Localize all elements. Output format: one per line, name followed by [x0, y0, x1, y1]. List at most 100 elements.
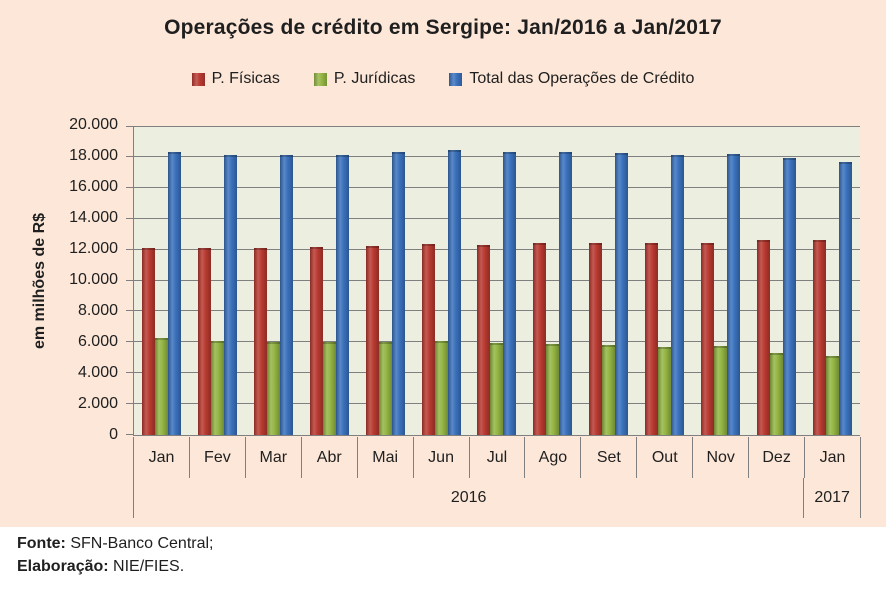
bar-total-das-opera-es-de-cr-dito-mar-2	[280, 154, 294, 436]
bar-p-f-sicas-nov-10	[700, 242, 714, 436]
bar-p-f-sicas-jun-5	[421, 244, 435, 435]
y-axis-tick-labels: 0 2.000 4.000 6.000 8.000 10.000 12.000 14.000 1…	[0, 116, 127, 443]
bar-p-f-sicas-ago-7	[533, 243, 547, 435]
bar-group-jun-5	[413, 126, 469, 436]
bar-total-das-opera-es-de-cr-dito-jul-6	[503, 152, 517, 435]
x-label-abr-3: Abr	[302, 437, 358, 478]
bar-p-f-sicas-abr-3	[309, 247, 323, 435]
y-tick-label-8.000: 8.000	[77, 302, 118, 319]
bar-group-abr-3	[302, 126, 358, 436]
bar-group-dez-11	[748, 126, 804, 435]
bar-group-fev-1	[190, 126, 246, 436]
bar-p-f-sicas-dez-11	[756, 240, 770, 435]
x-label-dez-11: Dez	[749, 437, 806, 478]
bar-p-jur-dicas-jan-0	[155, 338, 169, 435]
bar-p-f-sicas-jul-6	[477, 244, 491, 436]
y-tick-mark	[126, 434, 134, 435]
footer-source-label: Fonte:	[17, 535, 66, 552]
footer-elaboration-line: Elaboração: NIE/FIES.	[17, 555, 213, 578]
legend-swatch-red-icon	[191, 72, 205, 86]
y-tick-label-14.000: 14.000	[69, 209, 118, 226]
gridline-16.000	[134, 186, 860, 188]
bar-group-jan-12	[804, 126, 860, 436]
legend-swatch-green-icon	[313, 72, 327, 86]
x-axis: Jan Fev Mar Abr Mai Jun Jul Ago Set Out Nov Dez Jan …	[133, 437, 861, 518]
footer-elaboration-value: NIE/FIES.	[108, 558, 185, 576]
bar-p-f-sicas-mai-4	[365, 245, 379, 436]
bar-total-das-opera-es-de-cr-dito-mai-4	[391, 152, 405, 435]
bar-total-das-opera-es-de-cr-dito-jan-12	[838, 161, 852, 436]
y-tick-mark	[126, 341, 134, 343]
bar-group-out-9	[637, 126, 693, 436]
plot-area	[126, 126, 860, 436]
x-axis-year-labels: 2016 2017	[134, 478, 860, 518]
x-label-jan-0: Jan	[134, 437, 190, 478]
bar-p-f-sicas-fev-1	[198, 248, 212, 435]
bar-total-das-opera-es-de-cr-dito-ago-7	[559, 152, 573, 435]
x-label-mar-2: Mar	[246, 437, 302, 478]
bar-group-mai-4	[357, 126, 413, 436]
bar-p-f-sicas-out-9	[645, 243, 659, 435]
legend-label-total: Total das Operações de Crédito	[469, 70, 695, 87]
x-label-jan-12: Jan	[819, 448, 846, 466]
bar-p-jur-dicas-mar-2	[267, 341, 281, 436]
y-tick-label-6.000: 6.000	[77, 333, 118, 350]
y-tick-label-0: 0	[109, 426, 118, 443]
bar-group-mar-2	[246, 126, 302, 436]
bar-total-das-opera-es-de-cr-dito-nov-10	[726, 153, 740, 436]
x-label-jul-6: Jul	[470, 437, 526, 478]
y-tick-label-4.000: 4.000	[77, 364, 118, 381]
gridline-8.000	[134, 310, 860, 312]
bar-p-jur-dicas-jul-6	[490, 343, 504, 435]
y-tick-label-10.000: 10.000	[69, 271, 118, 288]
y-tick-label-2.000: 2.000	[77, 395, 118, 412]
legend-item-total: Total das Operações de Crédito	[449, 70, 694, 88]
bar-p-jur-dicas-fev-1	[211, 340, 225, 436]
bar-group-ago-7	[525, 126, 581, 436]
legend-swatch-blue-icon	[449, 72, 463, 86]
bar-total-das-opera-es-de-cr-dito-jan-0	[168, 151, 182, 435]
bar-total-das-opera-es-de-cr-dito-fev-1	[224, 154, 238, 436]
bar-total-das-opera-es-de-cr-dito-dez-11	[782, 158, 796, 435]
bar-total-das-opera-es-de-cr-dito-out-9	[671, 155, 685, 435]
bar-p-jur-dicas-abr-3	[322, 342, 336, 435]
legend-item-p-juridicas: P. Jurídicas	[313, 70, 415, 88]
bar-group-jul-6	[469, 126, 525, 436]
legend-label-p-fisicas: P. Físicas	[211, 70, 280, 87]
bar-group-nov-10	[692, 126, 748, 436]
x-label-out-9: Out	[637, 437, 694, 478]
y-tick-mark	[126, 403, 134, 405]
footer-source-value: SFN-Banco Central;	[65, 535, 214, 552]
bar-p-jur-dicas-nov-10	[713, 346, 727, 435]
bar-total-das-opera-es-de-cr-dito-set-8	[615, 153, 629, 435]
gridline-20.000	[134, 126, 860, 127]
x-year-2016: 2016	[134, 478, 805, 518]
footer-elaboration-label: Elaboração:	[17, 558, 109, 576]
x-label-ago-7: Ago	[525, 437, 582, 478]
y-tick-mark	[126, 310, 134, 312]
bar-total-das-opera-es-de-cr-dito-abr-3	[335, 154, 349, 436]
x-label-set-8: Set	[581, 437, 638, 478]
bar-p-jur-dicas-jan-12	[825, 356, 839, 435]
y-tick-mark	[126, 248, 134, 250]
bar-series	[134, 126, 860, 436]
y-tick-mark	[126, 186, 134, 188]
y-tick-label-20.000: 20.000	[69, 116, 118, 133]
chart-legend: P. Físicas P. Jurídicas Total das Operaç…	[0, 70, 886, 88]
gridline-12.000	[134, 248, 860, 250]
gridline-18.000	[134, 155, 860, 157]
gridline-10.000	[134, 279, 860, 281]
y-tick-label-12.000: 12.000	[69, 240, 118, 257]
credit-operations-chart: Operações de crédito em Sergipe: Jan/201…	[0, 0, 886, 527]
bar-p-jur-dicas-mai-4	[378, 341, 392, 436]
y-tick-mark	[126, 279, 134, 281]
bar-p-jur-dicas-dez-11	[769, 353, 783, 435]
bar-p-jur-dicas-set-8	[602, 344, 616, 436]
gridline-14.000	[134, 217, 860, 219]
bar-total-das-opera-es-de-cr-dito-jun-5	[447, 149, 461, 436]
chart-footer: Fonte: SFN-Banco Central; Elaboração: NI…	[17, 532, 213, 578]
x-label-fev-1: Fev	[190, 437, 246, 478]
bar-p-f-sicas-jan-12	[812, 240, 826, 435]
bar-group-jan-0	[134, 126, 190, 435]
y-tick-mark	[126, 372, 134, 374]
